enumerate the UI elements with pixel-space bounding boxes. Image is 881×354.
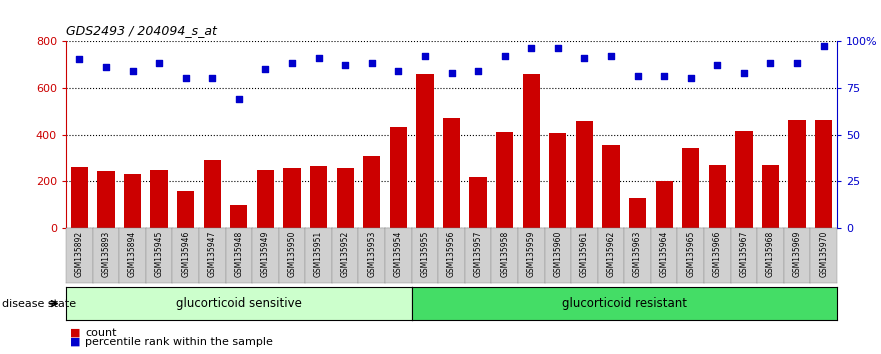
Point bbox=[498, 53, 512, 58]
Text: GSM135968: GSM135968 bbox=[766, 231, 775, 277]
Text: GSM135945: GSM135945 bbox=[154, 231, 164, 278]
Text: GSM135960: GSM135960 bbox=[553, 231, 562, 278]
Bar bbox=[815, 120, 833, 228]
Bar bbox=[629, 198, 647, 228]
Text: GSM135970: GSM135970 bbox=[819, 231, 828, 278]
Text: GSM135969: GSM135969 bbox=[793, 231, 802, 278]
Point bbox=[684, 75, 698, 81]
Text: GSM135947: GSM135947 bbox=[208, 231, 217, 278]
Text: ■: ■ bbox=[70, 328, 81, 338]
Text: GSM135946: GSM135946 bbox=[181, 231, 190, 278]
Point bbox=[471, 68, 485, 74]
Bar bbox=[655, 181, 673, 228]
Point bbox=[657, 74, 671, 79]
Bar bbox=[70, 167, 88, 228]
Point bbox=[205, 75, 219, 81]
Bar bbox=[256, 170, 274, 228]
Text: GSM135965: GSM135965 bbox=[686, 231, 695, 278]
Text: GSM135953: GSM135953 bbox=[367, 231, 376, 278]
Text: GSM135894: GSM135894 bbox=[128, 231, 137, 277]
Bar bbox=[788, 120, 806, 228]
Text: disease state: disease state bbox=[2, 298, 76, 309]
Text: GDS2493 / 204094_s_at: GDS2493 / 204094_s_at bbox=[66, 24, 217, 37]
Text: GSM135961: GSM135961 bbox=[580, 231, 589, 277]
Text: GSM135893: GSM135893 bbox=[101, 231, 110, 277]
Point bbox=[232, 96, 246, 102]
Point bbox=[365, 61, 379, 66]
Text: GSM135892: GSM135892 bbox=[75, 231, 84, 277]
Text: percentile rank within the sample: percentile rank within the sample bbox=[85, 337, 273, 347]
Point bbox=[418, 53, 432, 58]
Point bbox=[604, 53, 618, 58]
Point bbox=[179, 75, 193, 81]
Text: GSM135954: GSM135954 bbox=[394, 231, 403, 278]
Point bbox=[551, 45, 565, 51]
Point bbox=[312, 55, 326, 61]
Text: GSM135963: GSM135963 bbox=[633, 231, 642, 278]
Point bbox=[444, 70, 458, 75]
Bar bbox=[363, 156, 381, 228]
Bar bbox=[603, 145, 619, 228]
Bar bbox=[762, 165, 779, 228]
Bar bbox=[708, 165, 726, 228]
Point bbox=[285, 61, 299, 66]
Bar bbox=[417, 74, 433, 228]
Point bbox=[790, 61, 804, 66]
Text: GSM135959: GSM135959 bbox=[527, 231, 536, 278]
Point bbox=[710, 62, 724, 68]
Text: GSM135950: GSM135950 bbox=[287, 231, 297, 278]
Bar bbox=[204, 160, 221, 228]
Point bbox=[258, 66, 272, 72]
Bar bbox=[576, 121, 593, 228]
Bar bbox=[522, 74, 540, 228]
Point bbox=[524, 45, 538, 51]
Text: GSM135951: GSM135951 bbox=[315, 231, 323, 277]
Point bbox=[125, 68, 139, 74]
Bar bbox=[177, 191, 195, 228]
Point bbox=[152, 61, 167, 66]
Point bbox=[764, 61, 778, 66]
Text: GSM135967: GSM135967 bbox=[739, 231, 749, 278]
Bar bbox=[337, 168, 354, 228]
Bar bbox=[496, 132, 514, 228]
Text: GSM135966: GSM135966 bbox=[713, 231, 722, 278]
Bar bbox=[682, 148, 700, 228]
Text: ■: ■ bbox=[70, 337, 81, 347]
Text: GSM135955: GSM135955 bbox=[420, 231, 429, 278]
Text: GSM135949: GSM135949 bbox=[261, 231, 270, 278]
Bar bbox=[284, 168, 300, 228]
Point bbox=[817, 44, 831, 49]
Bar bbox=[151, 170, 167, 228]
Point bbox=[99, 64, 113, 70]
Text: glucorticoid resistant: glucorticoid resistant bbox=[562, 297, 687, 310]
Bar bbox=[389, 127, 407, 228]
Text: count: count bbox=[85, 328, 117, 338]
Point bbox=[737, 70, 751, 75]
Text: GSM135957: GSM135957 bbox=[474, 231, 483, 278]
Text: GSM135956: GSM135956 bbox=[447, 231, 456, 278]
Bar bbox=[310, 166, 327, 228]
Bar bbox=[443, 118, 460, 228]
Bar bbox=[736, 131, 752, 228]
Bar bbox=[470, 177, 486, 228]
Bar bbox=[97, 171, 115, 228]
Point bbox=[577, 55, 591, 61]
Bar bbox=[549, 133, 566, 228]
Point bbox=[72, 57, 86, 62]
Text: GSM135948: GSM135948 bbox=[234, 231, 243, 277]
Text: GSM135964: GSM135964 bbox=[660, 231, 669, 278]
Bar bbox=[124, 174, 141, 228]
Text: GSM135958: GSM135958 bbox=[500, 231, 509, 277]
Text: glucorticoid sensitive: glucorticoid sensitive bbox=[176, 297, 302, 310]
Point bbox=[391, 68, 405, 74]
Text: GSM135962: GSM135962 bbox=[606, 231, 616, 277]
Bar bbox=[230, 205, 248, 228]
Point bbox=[338, 62, 352, 68]
Text: GSM135952: GSM135952 bbox=[341, 231, 350, 277]
Point bbox=[631, 74, 645, 79]
